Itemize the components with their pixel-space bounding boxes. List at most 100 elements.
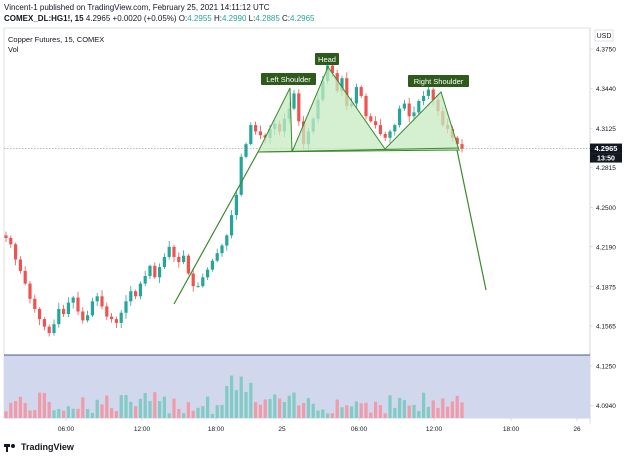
volume-bar [143, 392, 147, 418]
candle-body [167, 246, 171, 257]
volume-bar [446, 406, 450, 418]
chart-pane[interactable] [3, 27, 591, 419]
candle-body [374, 121, 378, 126]
volume-bar [417, 411, 421, 418]
high-label: H: [213, 14, 222, 23]
volume-bar [52, 410, 56, 418]
volume-bar [215, 405, 219, 418]
volume-bar [220, 404, 224, 418]
candle-body [14, 244, 18, 260]
candle-body [158, 267, 162, 278]
trend-line-up[interactable] [173, 151, 259, 305]
time-tick-label: 06:00 [58, 426, 75, 433]
price-tick-label: 4.1565 [596, 324, 616, 331]
volume-bar [81, 397, 85, 418]
candle-body [191, 273, 195, 287]
volume-bar [167, 413, 171, 418]
candle-body [239, 156, 243, 195]
candle-body [57, 308, 61, 325]
tradingview-logo-icon [4, 443, 18, 452]
time-tick-label: 18:00 [503, 426, 520, 433]
volume-bar [66, 406, 70, 418]
tradingview-footer[interactable]: TradingView [4, 442, 74, 452]
volume-bar [153, 392, 157, 418]
candle-body [402, 103, 406, 109]
currency-badge[interactable] [594, 29, 614, 42]
change-value: +0.0020 (+0.05%) [112, 14, 177, 23]
volume-bar [234, 390, 238, 418]
open-label: O: [178, 14, 188, 23]
close-value: 4.2965 [290, 14, 315, 23]
candle-body [124, 301, 128, 313]
volume-bar [134, 406, 138, 418]
time-tick-label: 18:00 [208, 426, 225, 433]
volume-bar [57, 408, 61, 418]
volume-bar [244, 391, 248, 418]
volume-bar [297, 405, 301, 418]
price-tick-label: 4.2815 [596, 165, 616, 172]
candle-body [225, 235, 229, 246]
candle-body [105, 306, 109, 317]
projection-line-down[interactable] [456, 149, 487, 291]
volume-bar [158, 401, 162, 418]
candle-body [196, 286, 200, 288]
volume-bar [460, 402, 464, 418]
volume-bar [23, 403, 27, 418]
candle-body [182, 255, 186, 263]
price-axis-ticks: 4.3750 4.3440 4.3125 4.2815 4.2500 4.2190 4.18… [590, 47, 616, 410]
currency-label: USD [597, 33, 612, 40]
time-axis-ticks: 06:00 12:00 18:00 25 06:00 12:00 18:00 26 [58, 418, 581, 433]
time-tick-label: 25 [278, 426, 286, 433]
volume-bar [292, 392, 296, 418]
volume-bar [335, 399, 339, 418]
time-tick-label: 26 [573, 426, 581, 433]
volume-bar [326, 413, 330, 418]
price-tick-label: 4.3125 [596, 126, 616, 133]
candle-body [412, 112, 416, 117]
volume-bar [62, 410, 66, 418]
volume-bar [177, 408, 181, 418]
price-tick-label: 4.2190 [596, 244, 616, 251]
head-label[interactable]: Head [315, 53, 339, 65]
volume-bar [186, 402, 190, 418]
price-tick-label: 4.3440 [596, 86, 616, 93]
volume-bar [14, 401, 18, 418]
volume-bar [455, 395, 459, 418]
candle-body [422, 95, 426, 102]
candle-body [230, 215, 234, 236]
left-shoulder-label[interactable]: Left Shoulder [261, 73, 316, 85]
candle-body [417, 101, 421, 113]
volume-bar [316, 410, 320, 418]
price-tick-label: 4.1250 [596, 364, 616, 371]
pattern-neckline[interactable] [257, 147, 460, 153]
candle-body [162, 256, 166, 268]
volume-bar [249, 382, 253, 418]
close-label: C: [282, 14, 291, 23]
volume-bar [100, 404, 104, 418]
right-shoulder-label[interactable]: Right Shoulder [408, 75, 469, 87]
volume-bar [402, 400, 406, 418]
volume-bar [345, 405, 349, 418]
last-price-text: 4.2965 [595, 144, 618, 153]
candle-body [100, 296, 104, 307]
candle-body [215, 253, 219, 261]
candle-body [23, 270, 27, 284]
volume-bar [258, 404, 262, 418]
volume-bar [119, 395, 123, 418]
candle-body [81, 311, 85, 321]
price-tick-label: 4.0940 [596, 403, 616, 410]
volume-bar [230, 375, 234, 418]
candle-body [297, 93, 301, 122]
price-chart[interactable]: Copper Futures, 15, COMEX Vol USD 4.3750… [0, 24, 625, 438]
volume-bar [42, 392, 46, 418]
symbol-label: COMEX_DL:HG1!, 15 [4, 14, 84, 23]
volume-bar [436, 407, 440, 418]
candle-body [378, 125, 382, 134]
head-shoulders-pattern[interactable] [257, 65, 460, 153]
volume-bar [441, 398, 445, 418]
candle-body [86, 315, 90, 321]
candle-body [177, 256, 181, 263]
head-text: Head [318, 55, 336, 64]
candle-body [52, 324, 56, 334]
volume-bar [38, 392, 42, 418]
